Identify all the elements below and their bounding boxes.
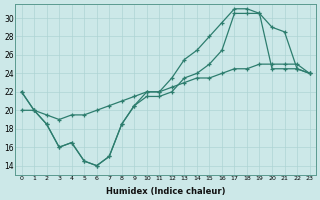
X-axis label: Humidex (Indice chaleur): Humidex (Indice chaleur) [106,187,225,196]
